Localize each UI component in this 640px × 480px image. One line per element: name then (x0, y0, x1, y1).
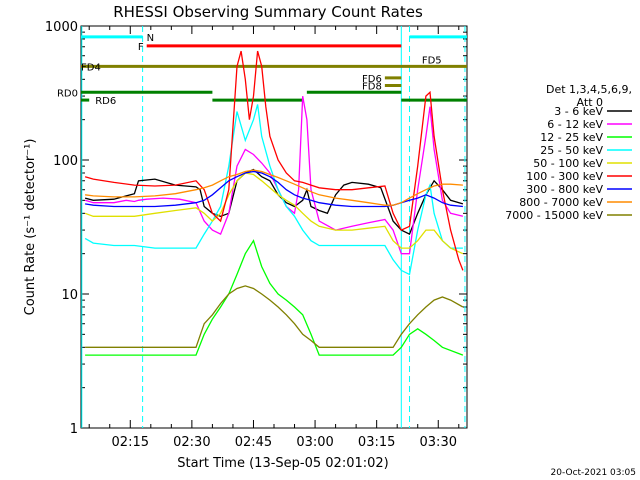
series-line (85, 239, 464, 356)
series-line (85, 285, 464, 348)
plot-layer: 1 10 100 1000 02:15 02:30 02:45 03:00 03:15 03:30… (45, 20, 467, 450)
x-tick-label: 03:30 (420, 435, 457, 450)
legend-label: 12 - 25 keV (540, 131, 603, 144)
series-line (84, 172, 464, 255)
legend-label: 6 - 12 keV (547, 118, 603, 131)
legend-header-att: Att 0 (577, 96, 603, 109)
x-tick-label: 03:00 (296, 435, 333, 450)
y-tick-label: 100 (53, 154, 78, 169)
y-tick-label: 1 (70, 422, 78, 437)
legend-header: Det 1,3,4,5,6,9, (546, 83, 632, 96)
legend-label: 300 - 800 keV (526, 183, 603, 196)
flag-label: FD8 (362, 81, 382, 92)
flag-label: N (147, 33, 154, 44)
legend-label: 800 - 7000 keV (519, 196, 603, 209)
series-line (84, 95, 464, 255)
footer-timestamp: 20-Oct-2021 03:05 (551, 468, 636, 478)
flag-label: FD5 (422, 56, 442, 67)
x-tick-label: 03:15 (358, 435, 395, 450)
legend-label: 25 - 50 keV (540, 144, 603, 157)
legend-label: 100 - 300 keV (526, 170, 603, 183)
x-tick-label: 02:45 (235, 435, 272, 450)
x-tick-label: 02:30 (173, 435, 210, 450)
legend-label: 7000 - 15000 keV (505, 209, 603, 222)
flag-label: FD6 (362, 74, 382, 85)
x-tick-label: 02:15 (112, 435, 149, 450)
y-tick-label: 1000 (45, 20, 78, 35)
flag-label: RD6 (95, 96, 116, 107)
series-line (84, 170, 463, 208)
series-line (84, 50, 464, 271)
series-line (84, 168, 464, 235)
flag-label: F (138, 42, 144, 53)
y-tick-label: 10 (61, 288, 78, 303)
y-axis-label: Count Rate (s⁻¹ detector⁻¹) (23, 139, 38, 316)
legend-label: 50 - 100 keV (533, 157, 603, 170)
flag-label: FD4 (81, 62, 101, 73)
chart-title: RHESSI Observing Summary Count Rates (113, 3, 423, 21)
legend-label: 3 - 6 keV (554, 105, 603, 118)
flag-label: RD0 (57, 88, 78, 99)
x-axis-label: Start Time (13-Sep-05 02:01:02) (177, 456, 388, 471)
series-line (85, 169, 463, 206)
series-line (84, 104, 463, 276)
